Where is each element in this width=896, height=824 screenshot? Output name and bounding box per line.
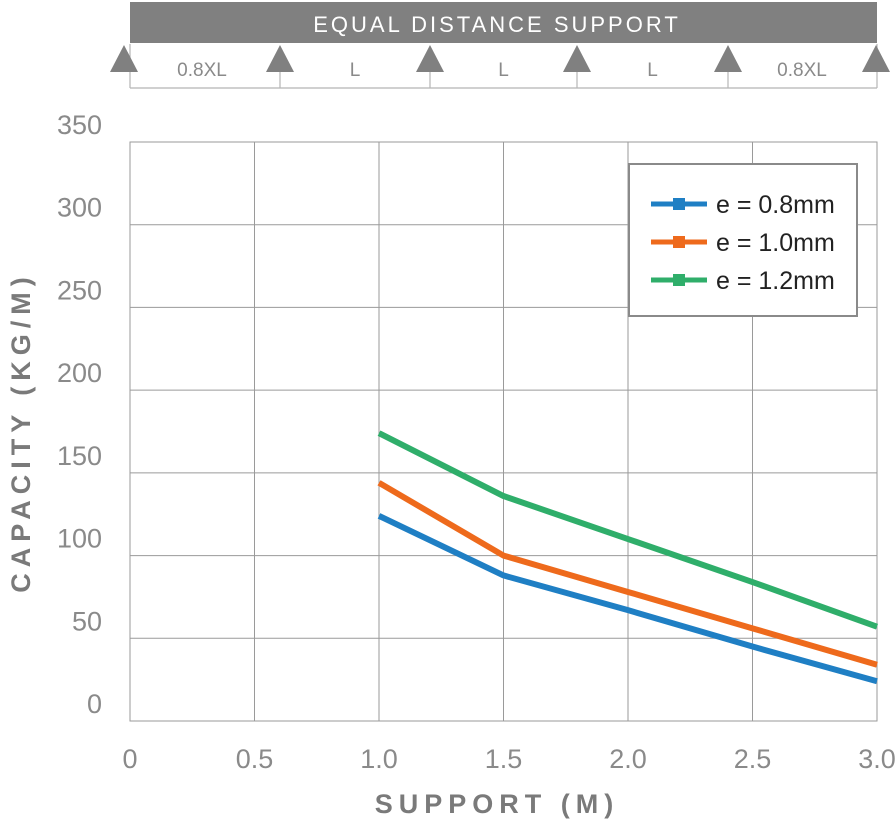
x-tick-label-2: 1.0: [360, 744, 398, 774]
axis-ticks: 0 0.5 1.0 1.5 2.0 2.5 3.0 0 50 100 150 200 250 300 350: [57, 110, 896, 774]
x-tick-label-5: 2.5: [734, 744, 772, 774]
x-tick-label-4: 2.0: [609, 744, 647, 774]
span-label-5: 0.8XL: [777, 60, 827, 81]
x-tick-label-0: 0: [122, 744, 137, 774]
y-tick-label-3: 150: [57, 441, 102, 471]
y-tick-label-4: 200: [57, 358, 102, 388]
y-tick-label-0: 0: [87, 689, 102, 719]
x-tick-label-3: 1.5: [485, 744, 523, 774]
header-bar: [130, 2, 877, 43]
span-label-2: L: [350, 60, 361, 81]
y-tick-label-6: 300: [57, 193, 102, 223]
support-triangle-1: [110, 45, 138, 72]
support-span-diagram: 0.8XL L L L 0.8XL: [110, 44, 890, 89]
y-tick-label-5: 250: [57, 275, 102, 305]
y-tick-label-7: 350: [57, 110, 102, 140]
y-axis-title: CAPACITY (KG/M): [6, 271, 36, 593]
header-title: EQUAL DISTANCE SUPPORT: [313, 12, 681, 37]
series-line-3: [377, 430, 879, 630]
support-triangle-2: [266, 45, 294, 72]
legend-marker-3: [673, 274, 685, 286]
legend: e = 0.8mm e = 1.0mm e = 1.2mm: [628, 163, 858, 317]
legend-marker-2: [673, 236, 685, 248]
span-label-4: L: [647, 60, 658, 81]
support-triangle-3: [416, 45, 444, 72]
series-lines: [377, 430, 879, 685]
support-triangle-6: [862, 45, 890, 72]
series-line-2: [377, 480, 878, 668]
plot-frame: [129, 141, 878, 722]
support-triangle-4: [563, 45, 591, 72]
legend-label-2: e = 1.0mm: [716, 229, 835, 257]
legend-label-3: e = 1.2mm: [716, 267, 835, 295]
x-axis-title: SUPPORT (M): [375, 789, 620, 819]
series-line-1: [377, 513, 878, 685]
x-tick-label-1: 0.5: [236, 744, 274, 774]
x-tick-label-6: 3.0: [858, 744, 896, 774]
span-label-1: 0.8XL: [177, 60, 227, 81]
y-tick-label-1: 50: [72, 606, 102, 636]
legend-label-1: e = 0.8mm: [716, 191, 835, 219]
y-tick-label-2: 100: [57, 524, 102, 554]
legend-marker-1: [673, 198, 685, 210]
support-triangle-5: [714, 45, 742, 72]
span-label-3: L: [498, 60, 509, 81]
